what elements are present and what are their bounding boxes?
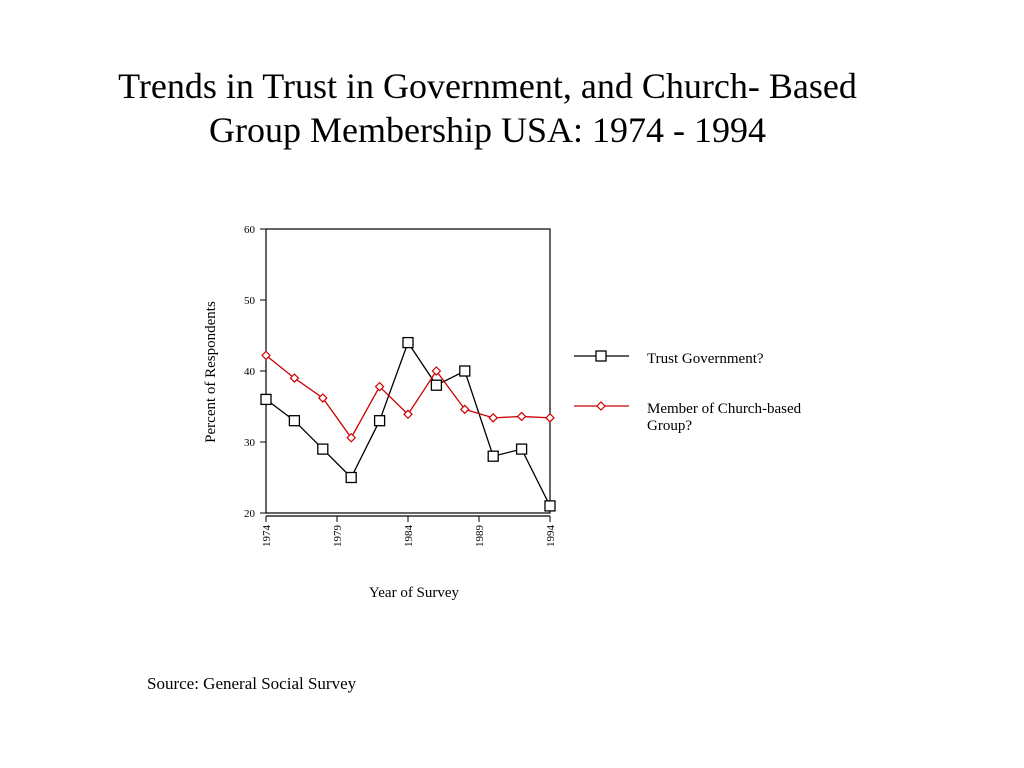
y-tick-label: 40 [244,366,256,378]
data-point [430,379,443,391]
y-tick-label: 20 [244,508,256,520]
data-point [288,415,301,427]
legend: Trust Government? Member of Church-basedG… [574,350,802,434]
series-layer [260,336,556,512]
data-point [346,432,357,443]
x-tick-label: 1974 [261,525,273,548]
data-point [373,415,386,427]
legend-label-1: Trust Government? [647,351,764,367]
data-point [515,443,528,455]
source-note: Source: General Social Survey [147,674,357,693]
legend-label-2: Member of Church-based [647,401,802,417]
data-point [345,471,357,484]
x-tick-label: 1994 [545,525,557,548]
y-axis-label: Percent of Respondents [203,301,219,443]
data-point [260,393,272,406]
y-tick-label: 30 [244,437,256,449]
series-line-2 [265,354,551,439]
data-point [289,373,300,383]
data-point [403,409,413,420]
y-tick-label: 60 [244,224,256,236]
slide-title-line-1: Trends in Trust in Government, and Churc… [118,66,857,106]
data-point [459,404,470,415]
data-point [544,500,556,512]
data-point [261,350,271,361]
y-tick-label: 50 [244,295,256,307]
x-tick-label: 1979 [332,525,344,548]
data-point [374,381,385,392]
slide-title-line-2: Group Membership USA: 1974 - 1994 [209,110,766,150]
x-tick-label: 1989 [474,525,486,548]
legend-marker-2 [596,401,606,411]
data-point [431,366,442,376]
legend-marker-1 [595,350,607,362]
data-point [516,411,527,422]
axes: 20 30 40 50 60 1974 1979 1984 1989 1994 [244,224,557,547]
x-tick-label: 1984 [403,525,415,548]
data-point [317,443,329,455]
x-axis-label: Year of Survey [369,585,460,601]
series-line-1 [265,341,551,507]
data-point [459,365,471,377]
data-point [487,450,499,462]
slide-title: Trends in Trust in Government, and Churc… [40,64,935,152]
plot-frame [265,228,551,514]
legend-label-2: Group? [647,418,692,434]
data-point [317,393,328,403]
data-point [488,413,499,423]
plot-area [265,228,551,514]
data-point [402,336,414,349]
data-point [545,413,555,423]
